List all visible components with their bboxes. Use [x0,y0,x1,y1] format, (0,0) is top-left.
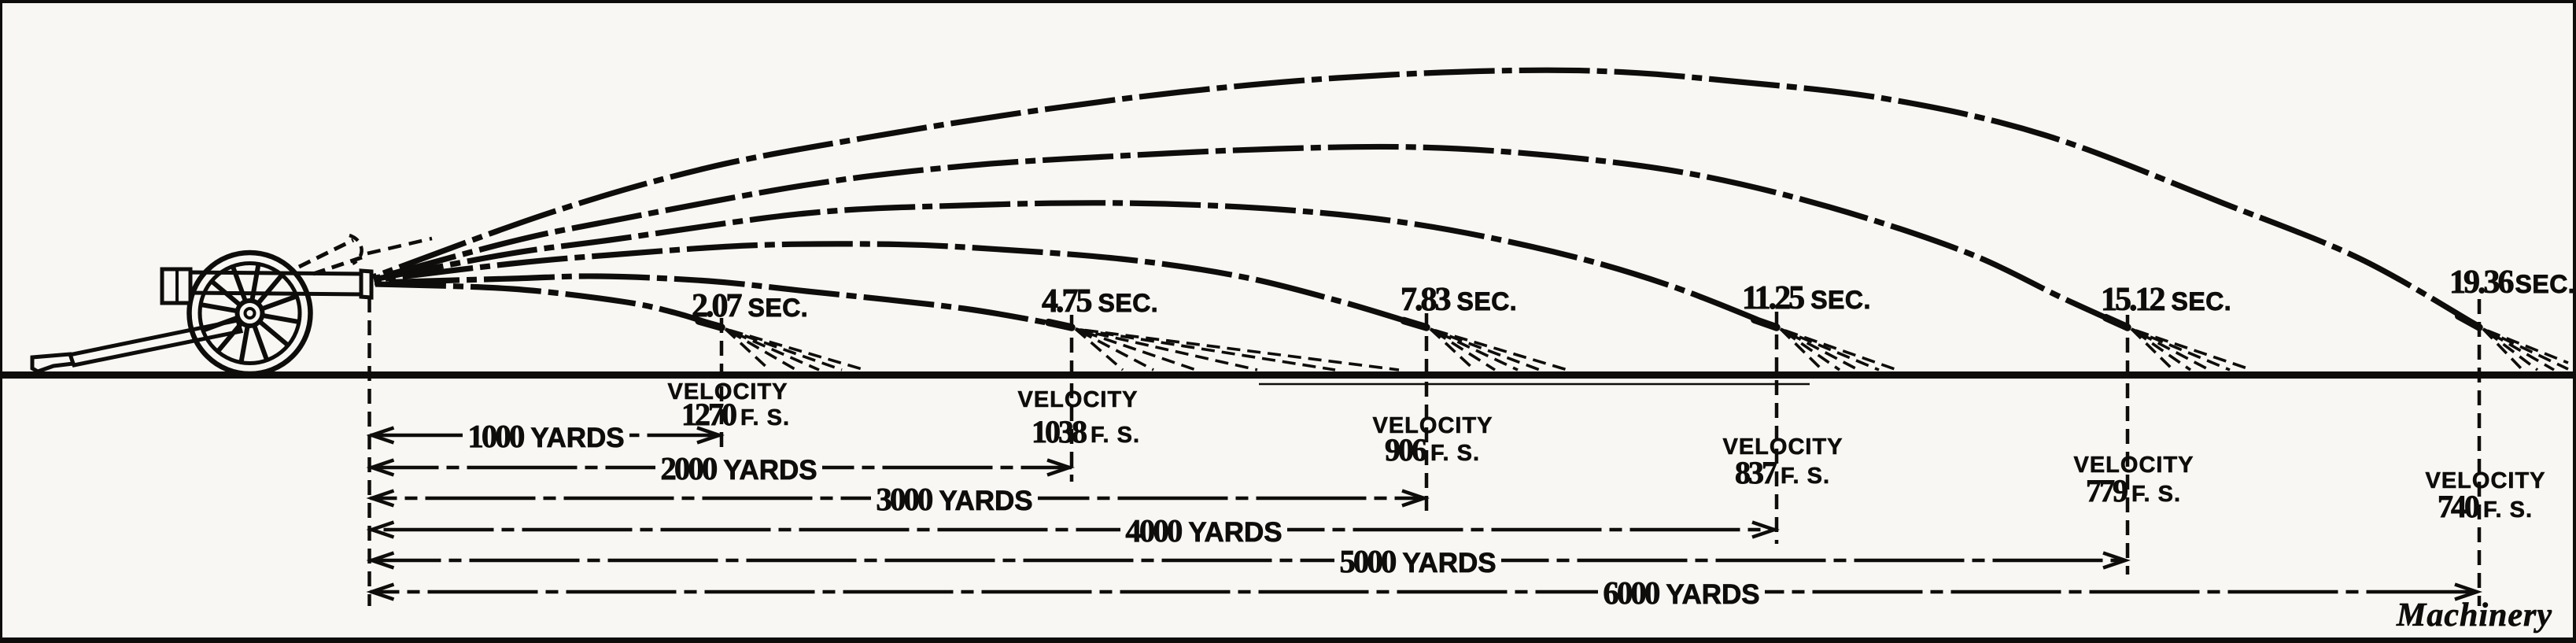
svg-text:906: 906 [1385,432,1426,467]
svg-text:740: 740 [2438,489,2479,524]
svg-text:F. S.: F. S. [2483,497,2533,523]
svg-text:Machinery: Machinery [2396,597,2552,634]
svg-text:VELOCITY: VELOCITY [667,379,788,405]
svg-text:VELOCITY: VELOCITY [1017,387,1138,412]
svg-text:VELOCITY: VELOCITY [1372,413,1493,438]
svg-text:837: 837 [1735,455,1777,490]
svg-text:F. S.: F. S. [1781,464,1830,489]
svg-text:779: 779 [2086,473,2128,508]
svg-text:F. S.: F. S. [740,405,790,431]
svg-text:1270: 1270 [681,397,736,432]
svg-text:VELOCITY: VELOCITY [2073,453,2194,478]
svg-text:1038: 1038 [1032,414,1087,449]
svg-text:F. S.: F. S. [2131,482,2181,507]
svg-text:F. S.: F. S. [1091,423,1140,448]
svg-text:F. S.: F. S. [1430,441,1480,466]
svg-text:VELOCITY: VELOCITY [2425,468,2545,493]
svg-text:VELOCITY: VELOCITY [1722,434,1843,460]
